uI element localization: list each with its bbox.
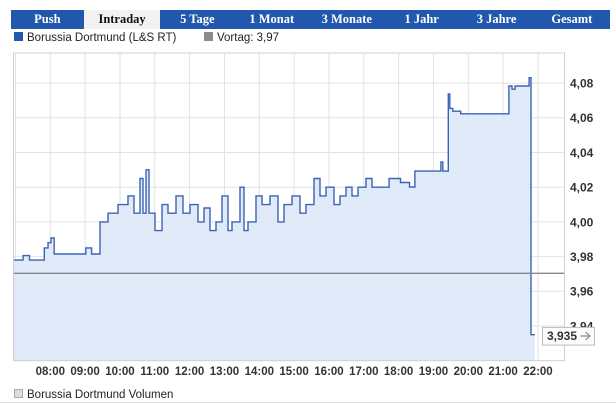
svg-text:17:00: 17:00 <box>349 366 378 378</box>
svg-text:15:00: 15:00 <box>279 366 308 378</box>
svg-text:3,96: 3,96 <box>570 285 594 299</box>
svg-text:19:00: 19:00 <box>419 366 448 378</box>
svg-text:13:00: 13:00 <box>210 366 239 378</box>
svg-text:18:00: 18:00 <box>384 366 413 378</box>
svg-text:4,06: 4,06 <box>570 111 594 125</box>
svg-text:14:00: 14:00 <box>245 366 274 378</box>
svg-text:4,08: 4,08 <box>570 77 594 91</box>
svg-text:4,00: 4,00 <box>570 215 594 229</box>
svg-text:10:00: 10:00 <box>105 366 134 378</box>
svg-text:4,02: 4,02 <box>570 181 594 195</box>
svg-text:4,04: 4,04 <box>570 146 594 160</box>
svg-text:16:00: 16:00 <box>314 366 343 378</box>
svg-text:20:00: 20:00 <box>454 366 483 378</box>
svg-text:08:00: 08:00 <box>36 366 65 378</box>
svg-text:22:00: 22:00 <box>523 366 552 378</box>
svg-text:3,935: 3,935 <box>547 329 577 343</box>
svg-text:09:00: 09:00 <box>70 366 99 378</box>
svg-text:12:00: 12:00 <box>175 366 204 378</box>
svg-text:3,98: 3,98 <box>570 250 594 264</box>
svg-text:21:00: 21:00 <box>488 366 517 378</box>
svg-text:11:00: 11:00 <box>140 366 169 378</box>
